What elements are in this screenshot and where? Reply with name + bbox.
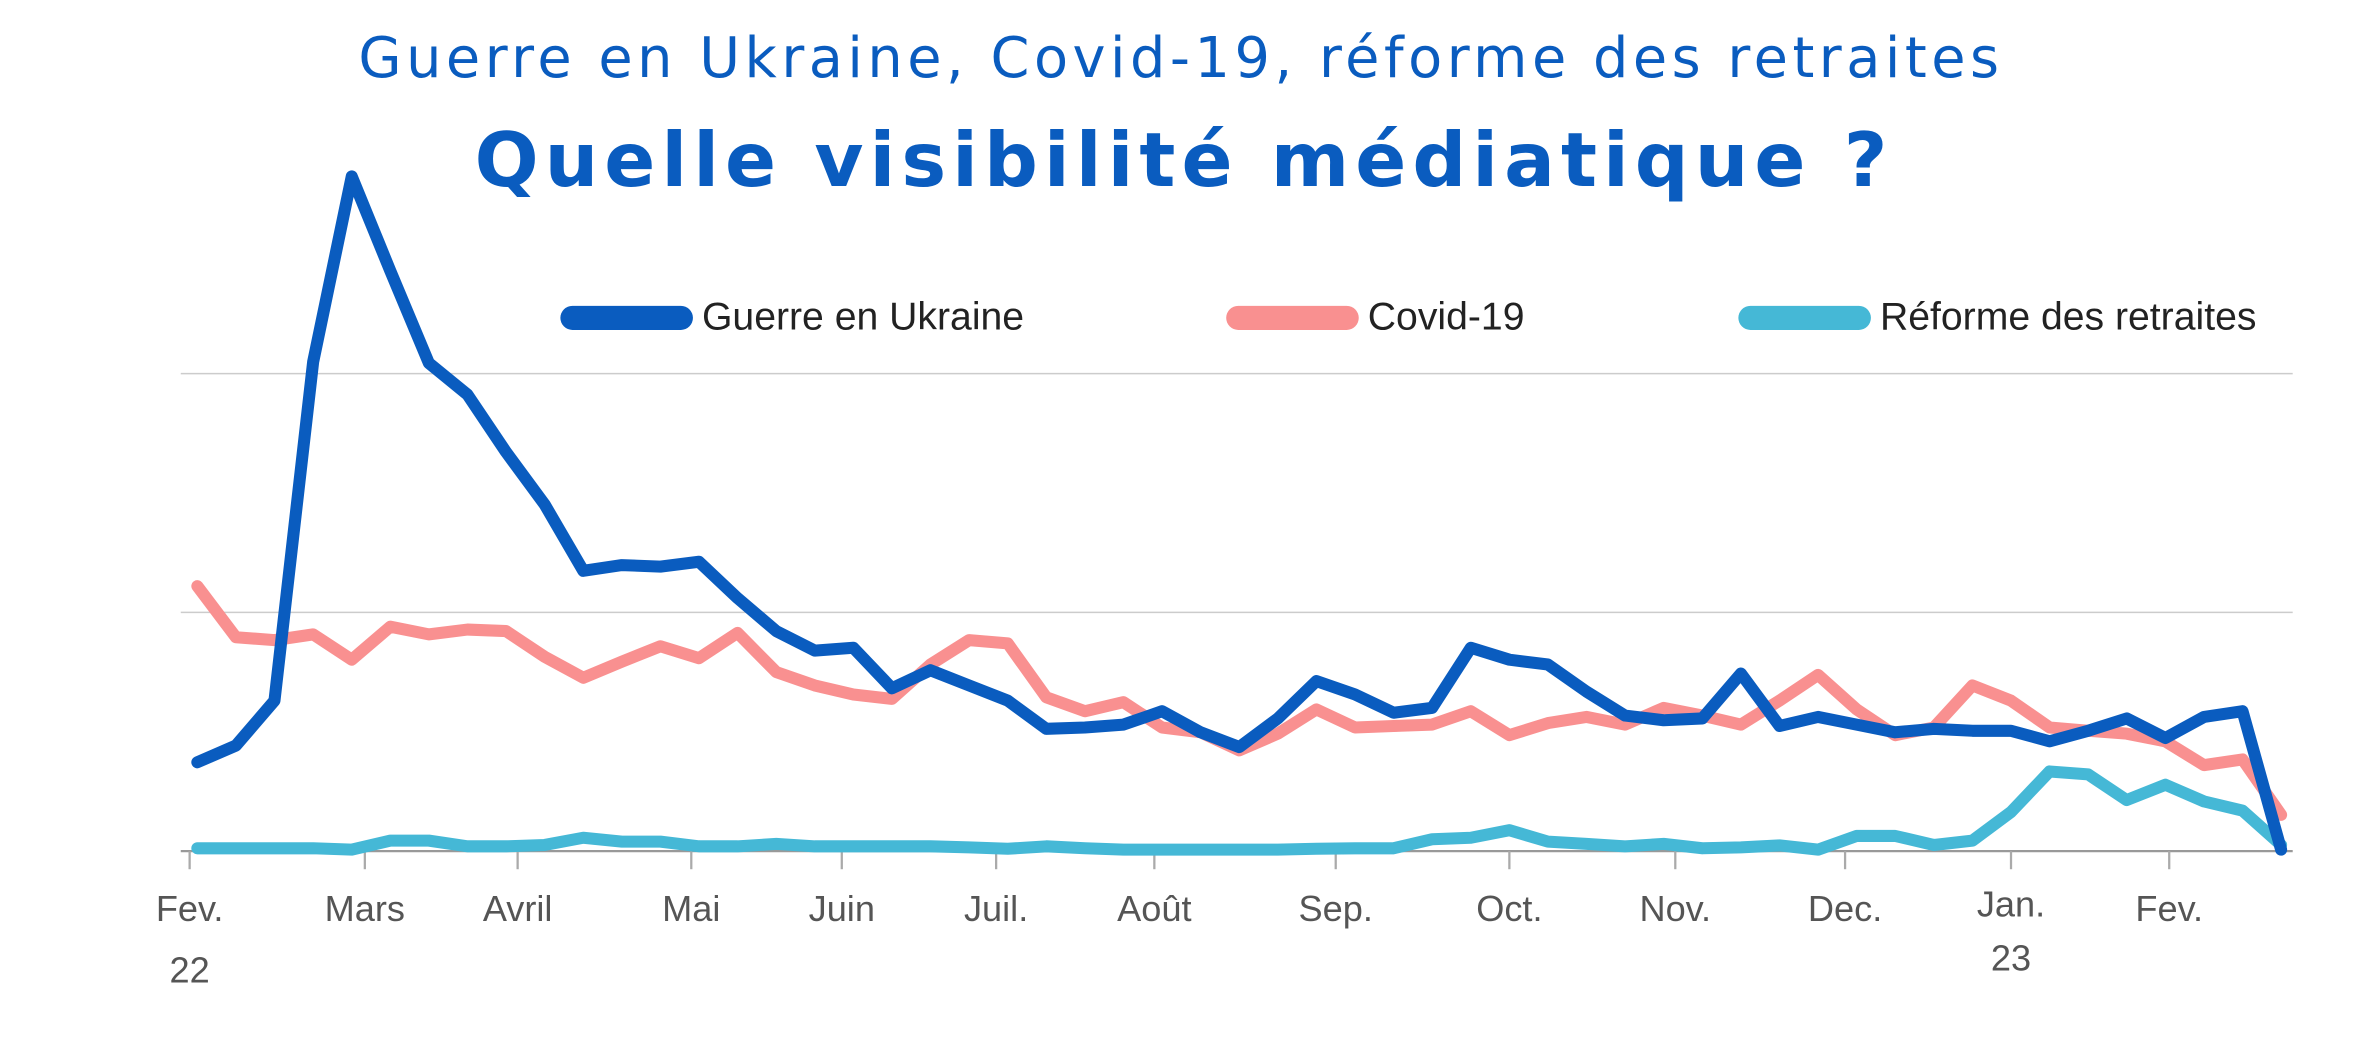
x-tick-label: Juil. (964, 888, 1028, 929)
x-tick-label: Oct. (1476, 888, 1542, 929)
legend-label: Réforme des retraites (1880, 296, 2256, 339)
x-tick-label: Dec. (1808, 888, 1882, 929)
x-tick-label: Juin (809, 888, 875, 929)
legend-label: Covid-19 (1368, 296, 1525, 339)
x-tick-label: Sep. (1299, 888, 1373, 929)
year-label: 22 (170, 950, 210, 991)
x-tick-label: Mai (662, 888, 720, 929)
x-tick-label: Fev. (2135, 888, 2203, 929)
x-tick-label: Nov. (1639, 888, 1711, 929)
series-line (191, 580, 2288, 821)
x-tick-label: Jan. (1977, 883, 2045, 924)
chart-subtitle: Quelle visibilité médiatique ? (475, 116, 1894, 204)
x-tick-label: Mars (325, 888, 405, 929)
year-label: 23 (1991, 938, 2031, 979)
chart-title: Guerre en Ukraine, Covid-19, réforme des… (358, 26, 2003, 91)
series-line (191, 765, 2288, 856)
series-line (191, 170, 2288, 856)
x-tick-label: Août (1117, 888, 1191, 929)
legend-label: Guerre en Ukraine (702, 296, 1024, 339)
x-tick-label: Fev. (156, 888, 224, 929)
x-tick-label: Avril (483, 888, 553, 929)
